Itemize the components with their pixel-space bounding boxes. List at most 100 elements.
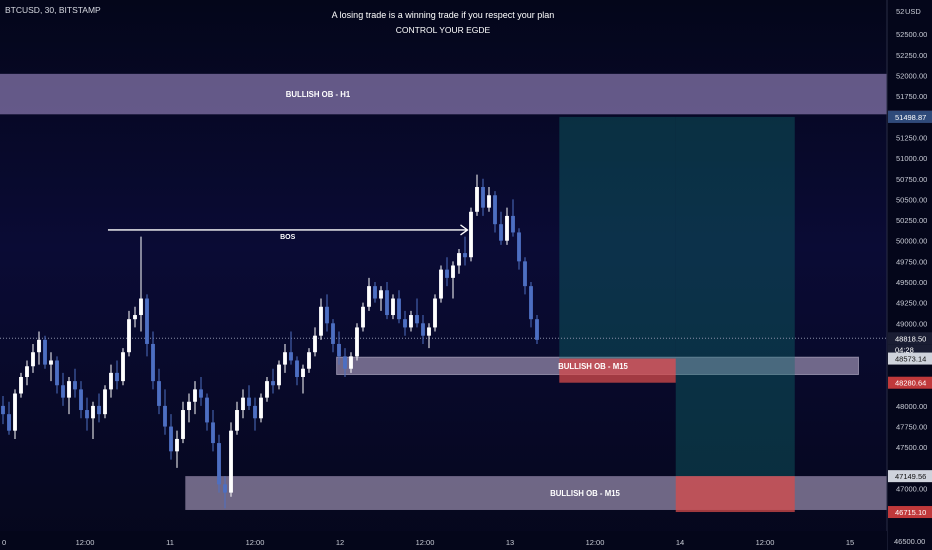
candle [433, 294, 437, 332]
candle [493, 191, 497, 233]
candle [391, 294, 395, 320]
candle-body [355, 327, 359, 357]
candle-body [535, 319, 539, 340]
candle [187, 393, 191, 423]
candle [415, 298, 419, 328]
candle [361, 302, 365, 332]
candle [109, 364, 113, 398]
candle-body [451, 265, 455, 278]
candle-body [217, 443, 221, 485]
position-stop-box-1[interactable] [675, 476, 795, 513]
candle [385, 282, 389, 320]
price-label-bg [888, 110, 932, 123]
candle-body [109, 372, 113, 390]
candle-body [103, 389, 107, 415]
currency-label[interactable]: USD [905, 7, 921, 16]
candle [283, 343, 287, 373]
candle-body [181, 410, 185, 439]
candle [181, 401, 185, 444]
price-tick: 50750.00 [896, 175, 927, 184]
candle-body [229, 430, 233, 493]
zone-labels-layer: BULLISH OB - H1 BULLISH OB - M15 BULLISH O… [286, 90, 629, 498]
candle-body [511, 215, 515, 233]
candle-body [517, 232, 521, 262]
time-tick: 11 [166, 538, 174, 547]
candle-body [301, 368, 305, 377]
candle [535, 315, 539, 344]
position-target-box-1[interactable] [675, 116, 795, 477]
candle [67, 376, 71, 415]
price-tick: 50250.00 [896, 216, 927, 225]
candle [1, 395, 5, 425]
candle-body [469, 211, 473, 258]
candle [469, 207, 473, 262]
candle-body [67, 381, 71, 398]
position-stop-box-0[interactable] [559, 358, 676, 383]
price-label-bg [888, 332, 932, 345]
candle-body [157, 381, 161, 406]
candle [487, 187, 491, 212]
candle-body [223, 484, 227, 493]
price-tick: 49000.00 [896, 319, 927, 328]
price-tick: 49250.00 [896, 299, 927, 308]
price-label: 46715.10 [895, 508, 926, 517]
candle [193, 381, 197, 415]
time-tick: 12:00 [76, 538, 95, 547]
price-tick-bottom: 46500.00 [894, 537, 925, 546]
candle [73, 368, 77, 398]
zone-box-0[interactable] [0, 73, 887, 115]
candle [235, 401, 239, 435]
candle-body [499, 224, 503, 241]
candle-body [379, 290, 383, 299]
candle-body [403, 319, 407, 328]
candle [13, 389, 17, 439]
candle [265, 376, 269, 402]
candle [259, 393, 263, 423]
candle-body [325, 306, 329, 324]
time-tick: 13 [506, 538, 514, 547]
bos-arrowhead [460, 224, 469, 236]
candle [499, 211, 503, 245]
candle [169, 414, 173, 460]
candle-body [151, 343, 155, 382]
candle [427, 323, 431, 349]
candle-body [529, 286, 533, 320]
price-tick: 49500.00 [896, 278, 927, 287]
candle-body [163, 405, 167, 427]
candle [37, 331, 41, 365]
candle [55, 356, 59, 394]
bos-layer: BOS [107, 224, 469, 241]
candle [397, 290, 401, 324]
candle-body [349, 356, 353, 369]
candle-body [481, 187, 485, 208]
candle-body [295, 360, 299, 377]
candle-body [445, 269, 449, 278]
candle-body [79, 389, 83, 411]
price-tick: 51000.00 [896, 154, 927, 163]
candle [253, 397, 257, 431]
candle-body [289, 352, 293, 361]
time-axis-bg[interactable] [0, 531, 887, 550]
price-label: 48818.50 [895, 334, 926, 343]
time-tick: 12:00 [416, 538, 435, 547]
candle [289, 331, 293, 365]
candle [451, 261, 455, 299]
candle-body [421, 323, 425, 336]
candle-body [235, 410, 239, 431]
candle-body [205, 397, 209, 423]
candle-body [85, 410, 89, 419]
candle-body [397, 298, 401, 320]
position-target-box-0[interactable] [559, 116, 676, 359]
candle [19, 372, 23, 398]
candle-body [307, 352, 311, 369]
candle [223, 476, 227, 509]
candle [85, 397, 89, 431]
candle [103, 385, 107, 419]
candle-body [121, 352, 125, 382]
candle-body [247, 397, 251, 406]
price-axis-ticks: 52500.00 52250.00 52000.00 51750.00 51250.00… [894, 30, 927, 546]
price-axis-bg[interactable] [887, 0, 932, 550]
candle-body [139, 298, 143, 316]
